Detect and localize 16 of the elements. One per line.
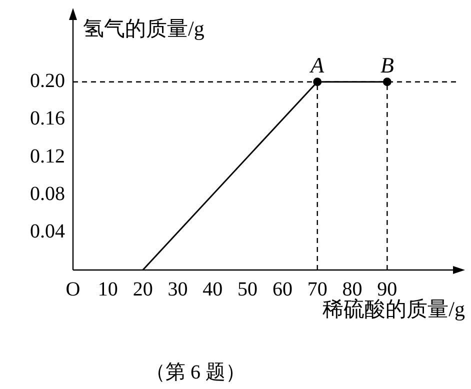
annotation: A [308, 52, 325, 78]
y-tick-label: 0.20 [30, 70, 65, 92]
x-tick-label: 10 [98, 278, 118, 300]
y-tick-label: 0.12 [30, 145, 65, 168]
x-tick-label: 50 [238, 278, 258, 300]
x-tick-label: 40 [202, 278, 223, 300]
x-tick-label: 60 [272, 278, 292, 300]
x-tick-label: 30 [168, 278, 188, 300]
y-axis-title: 氢气的质量/g [83, 16, 205, 41]
y-tick-label: 0.04 [30, 220, 65, 243]
y-tick-label: 0.08 [30, 182, 65, 205]
x-tick-label: O [66, 278, 80, 300]
text: （第 6 题） [146, 361, 246, 384]
annotation: B [380, 52, 394, 78]
x-tick-label: 20 [132, 278, 153, 300]
y-tick-label: 0.16 [30, 108, 65, 130]
